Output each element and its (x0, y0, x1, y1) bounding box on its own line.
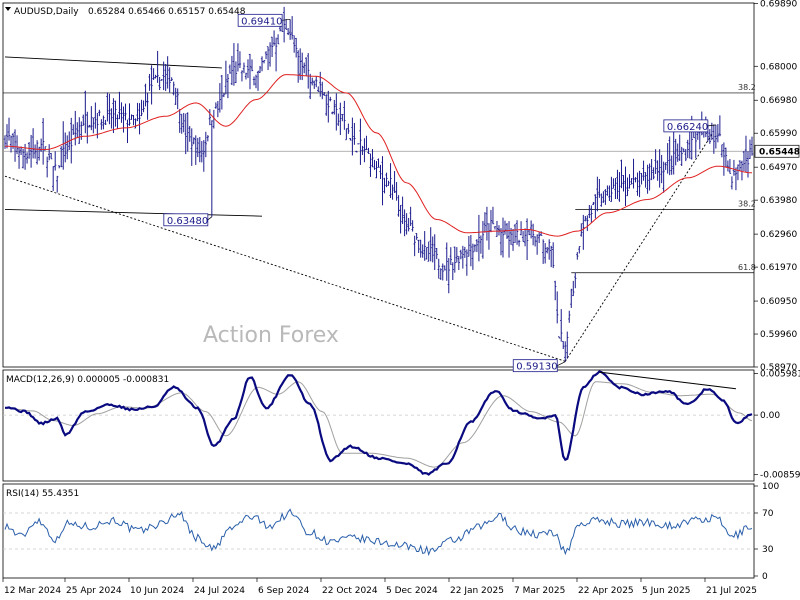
price-y-tick-label: 0.59960 (760, 330, 797, 340)
callout-box (663, 119, 709, 133)
price-y-tick-label: 0.63980 (760, 196, 797, 206)
x-tick-label: 6 Sep 2024 (258, 586, 310, 596)
price-y-tick-label: 0.66980 (760, 96, 797, 106)
x-tick-label: 7 Mar 2025 (514, 586, 565, 596)
fib-label: 61.8 (738, 263, 756, 272)
x-tick-label: 22 Jan 2025 (450, 586, 504, 596)
x-tick-label: 10 Jun 2024 (130, 586, 184, 596)
callout-label: 0.69410 (241, 16, 282, 27)
dropdown-triangle-icon[interactable] (5, 7, 11, 11)
x-tick-label: 22 Apr 2025 (578, 586, 634, 596)
current-price-label: 0.65448 (759, 147, 800, 157)
price-y-tick-label: 0.65990 (760, 129, 797, 139)
rsi-y-tick-label: 30 (762, 545, 774, 555)
moving-average-line (5, 74, 752, 237)
callout-leader (282, 18, 291, 21)
x-tick-label: 12 Mar 2024 (4, 586, 61, 596)
price-y-tick-label: 0.61970 (760, 263, 797, 273)
macd-main-line (5, 370, 753, 476)
rsi-y-axis: 100 70 30 0 (754, 482, 779, 582)
x-tick-label: 5 Jun 2025 (642, 586, 690, 596)
macd-divergence-trendline (599, 371, 736, 390)
x-tick-label: 24 Jul 2024 (194, 586, 245, 596)
rsi-y-tick-label: 70 (762, 509, 774, 519)
macd-y-tick-label: 0.005981 (760, 370, 800, 380)
x-tick-label: 22 Oct 2024 (322, 586, 378, 596)
x-tick-label: 21 Jul 2025 (706, 586, 757, 596)
ohlc-values: 0.65284 0.65466 0.65157 0.65448 (88, 7, 246, 17)
price-y-tick-label: 0.68000 (760, 62, 797, 72)
callout-box (512, 359, 558, 373)
rsi-gridlines (3, 512, 754, 550)
callout-leader (207, 216, 213, 221)
macd-signal-line (5, 381, 753, 468)
x-axis: 12 Mar 2024 25 Apr 2024 10 Jun 2024 24 Jul … (2, 578, 757, 596)
macd-y-axis: 0.005981 0.00 -0.00859 (754, 370, 800, 481)
current-price-marker: 0.65448 (754, 144, 800, 158)
trendline (564, 134, 713, 362)
panel-frames (2, 2, 755, 579)
symbol-label: AUDUSD,Daily (14, 7, 79, 17)
callout-label: 0.59130 (516, 362, 557, 373)
fibonacci-levels: 38.2 38.2 61.8 (3, 83, 756, 274)
x-tick-label: 25 Apr 2024 (66, 586, 122, 596)
trendline (4, 56, 222, 69)
current-price-box (754, 144, 800, 158)
price-y-tick-label: 0.69890 (760, 0, 797, 9)
panel-frame-0 (2, 2, 755, 368)
price-y-axis: 0.69890 0.68000 0.66980 0.65990 0.64970 0.639… (754, 0, 797, 373)
fib-label: 38.2 (738, 83, 756, 92)
macd-y-tick-label: -0.00859 (760, 471, 800, 481)
symbol-header: AUDUSD,Daily 0.65284 0.65466 0.65157 0.6… (5, 7, 246, 17)
callout-label: 0.66240 (667, 122, 708, 133)
price-y-tick-label: 0.62960 (760, 230, 797, 240)
macd-label: MACD(12,26,9) 0.000005 -0.000831 (6, 375, 169, 385)
rsi-line (4, 508, 753, 557)
callout-box (237, 13, 283, 27)
panel-frame-2 (2, 483, 755, 579)
fib-label: 38.2 (738, 199, 756, 208)
callout-leader (557, 361, 566, 366)
trendline (4, 209, 263, 217)
price-y-tick-label: 0.60950 (760, 297, 797, 307)
watermark-text: Action Forex (203, 323, 339, 348)
callout-label: 0.63480 (167, 216, 208, 227)
x-tick-label: 5 Dec 2024 (386, 586, 438, 596)
price-callouts: 0.69410 0.66240 0.63480 0.59130 (163, 13, 716, 373)
rsi-y-tick-label: 0 (762, 572, 768, 582)
callout-leader (707, 124, 716, 127)
rsi-label: RSI(14) 55.4351 (6, 489, 79, 499)
price-bars (3, 6, 754, 362)
macd-y-tick-label: 0.00 (760, 411, 780, 421)
panel-frame-1 (2, 369, 755, 482)
rsi-y-tick-label: 100 (762, 482, 779, 492)
callout-box (163, 213, 209, 227)
price-y-tick-label: 0.64970 (760, 163, 797, 173)
trendlines (4, 56, 713, 362)
price-y-tick-label: 0.58970 (760, 363, 797, 373)
